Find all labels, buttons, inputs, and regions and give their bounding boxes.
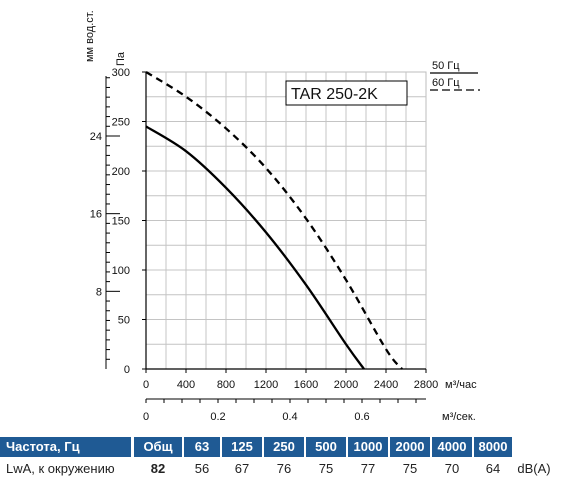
- x-tick-label: 2400: [374, 379, 398, 391]
- value-125: 67: [234, 461, 250, 476]
- value-total: 82: [150, 461, 166, 476]
- x2-axis-label: м³/сек.: [442, 411, 476, 423]
- x-axis-label: м³/час: [445, 379, 477, 391]
- x2-tick-label: 0.2: [210, 411, 225, 423]
- x-tick-label: 0: [143, 379, 149, 391]
- y-tick-label: 150: [112, 216, 130, 228]
- value-1000: 77: [360, 461, 376, 476]
- mm-tick-label: 8: [96, 286, 102, 298]
- y-tick-label: 0: [124, 364, 130, 376]
- y-tick-label: 200: [112, 166, 130, 178]
- y-tick-label: 50: [118, 315, 130, 327]
- x-tick-label: 800: [217, 379, 235, 391]
- frequency-header-label: Частота, Гц: [0, 437, 131, 457]
- header-250: 250: [264, 437, 304, 457]
- x-tick-label: 400: [177, 379, 195, 391]
- table-row: LwA, к окружению 82 56 67 76 75 77 75 70…: [0, 458, 571, 480]
- title-box: [285, 80, 408, 106]
- value-500: 75: [318, 461, 334, 476]
- x-tick-label: 1600: [294, 379, 318, 391]
- curve-50hz: [145, 125, 365, 370]
- header-2000: 2000: [390, 437, 430, 457]
- x2-tick-label: 0: [143, 411, 149, 423]
- y-tick-label: 100: [112, 265, 130, 277]
- legend-60hz-label: 60 Гц: [432, 77, 460, 89]
- header-63: 63: [184, 437, 220, 457]
- header-1000: 1000: [348, 437, 388, 457]
- header-4000: 4000: [432, 437, 472, 457]
- x-tick-label: 2800: [414, 379, 438, 391]
- table-header-row: Частота, Гц Общ 63 125 250 500 1000 2000…: [0, 436, 571, 458]
- chart-axes: [105, 71, 427, 403]
- mm-tick-label: 24: [90, 131, 102, 143]
- x-tick-label: 2000: [334, 379, 358, 391]
- legend-50hz-label: 50 Гц: [432, 60, 460, 72]
- value-8000: 64: [485, 461, 501, 476]
- value-2000: 75: [402, 461, 418, 476]
- y-tick-label: 250: [112, 117, 130, 129]
- value-63: 56: [194, 461, 210, 476]
- header-125: 125: [222, 437, 262, 457]
- y-axis-label: Па: [115, 51, 127, 66]
- header-8000: 8000: [474, 437, 512, 457]
- header-total: Общ: [134, 437, 182, 457]
- x-tick-label: 1200: [254, 379, 278, 391]
- y-tick-label: 300: [112, 67, 130, 79]
- x2-tick-label: 0.6: [354, 411, 369, 423]
- chart-curves: [145, 71, 403, 370]
- chart-title: TAR 250-2K: [291, 86, 378, 103]
- curve-60hz: [145, 71, 403, 370]
- mm-tick-label: 16: [90, 209, 102, 221]
- x2-tick-label: 0.4: [282, 411, 297, 423]
- value-4000: 70: [444, 461, 460, 476]
- header-500: 500: [306, 437, 346, 457]
- lwa-row-label: LwA, к окружению: [6, 461, 115, 476]
- chart-grid: [145, 71, 427, 370]
- left-axis-label: мм вод.ст.: [84, 10, 96, 62]
- unit-label: dB(A): [517, 461, 551, 476]
- value-250: 76: [276, 461, 292, 476]
